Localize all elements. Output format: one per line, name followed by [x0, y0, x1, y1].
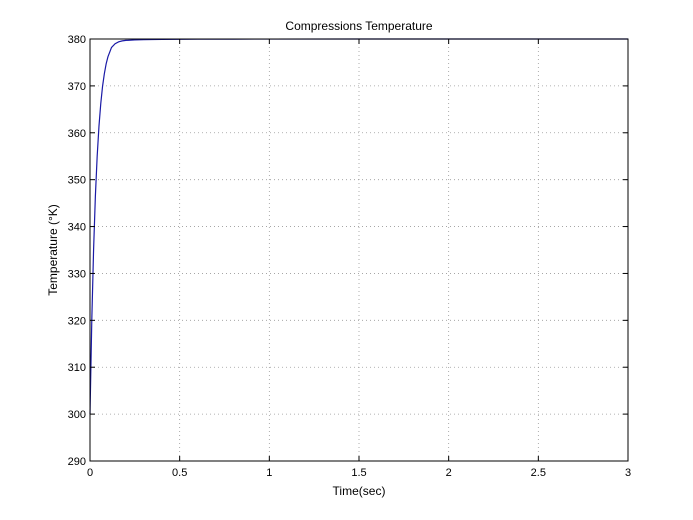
- y-tick-label: 370: [68, 81, 86, 93]
- grid: [90, 39, 628, 461]
- x-tick-label: 1.5: [351, 467, 366, 479]
- x-axis-title: Time(sec): [333, 484, 386, 498]
- y-tick-label: 380: [68, 34, 86, 46]
- y-tick-label: 330: [68, 268, 86, 280]
- y-tick-label: 320: [68, 315, 86, 327]
- x-tick-label: 1: [266, 467, 272, 479]
- chart-title: Compressions Temperature: [285, 19, 433, 33]
- ticks: 0 0.5 1 1.5 2 2.5 3 290 300 310 320 330 340 350 360 370…: [68, 34, 631, 479]
- x-tick-label: 2.5: [531, 467, 546, 479]
- x-tick-label: 3: [625, 467, 631, 479]
- x-tick-label: 2: [446, 467, 452, 479]
- y-tick-label: 340: [68, 222, 86, 234]
- y-axis-title: Temperature (°K): [46, 204, 60, 296]
- y-tick-label: 290: [68, 456, 86, 468]
- x-tick-label: 0.5: [172, 467, 187, 479]
- y-tick-label: 310: [68, 362, 86, 374]
- y-tick-label: 300: [68, 409, 86, 421]
- x-tick-label: 0: [87, 467, 93, 479]
- y-tick-label: 350: [68, 175, 86, 187]
- y-tick-label: 360: [68, 128, 86, 140]
